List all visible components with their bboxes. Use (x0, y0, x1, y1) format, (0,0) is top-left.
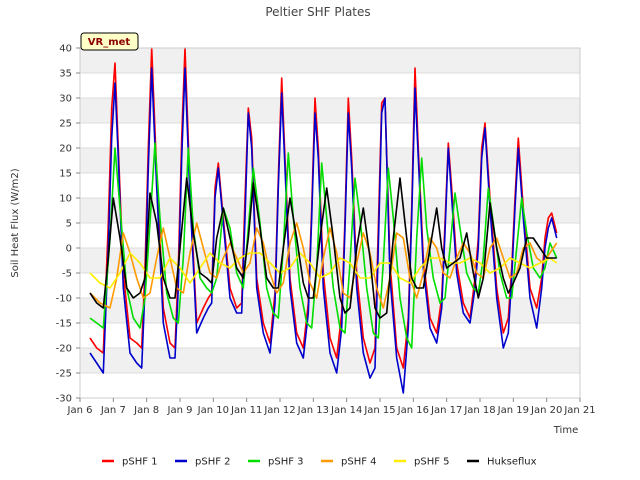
x-axis-label: Time (553, 425, 578, 436)
legend-label: pSHF 2 (195, 457, 231, 468)
y-axis-label: Soil Heat Flux (W/m2) (10, 168, 21, 277)
y-tick-label: 40 (59, 44, 72, 55)
y-tick-label: -5 (62, 269, 72, 280)
legend-item: pSHF 4 (321, 457, 377, 468)
y-tick-label: -10 (56, 294, 72, 305)
x-tick-label: Jan 18 (463, 405, 495, 416)
y-tick-label: 20 (59, 144, 72, 155)
y-tick-label: -15 (56, 319, 72, 330)
x-tick-label: Jan 13 (297, 405, 329, 416)
y-tick-label: 10 (59, 194, 72, 205)
y-tick-label: -20 (56, 344, 72, 355)
legend-label: Hukseflux (487, 457, 537, 468)
x-tick-label: Jan 15 (363, 405, 395, 416)
series-line-pshf-2 (89, 67, 558, 394)
site-label-box: VR_met (80, 32, 139, 51)
site-label: VR_met (88, 37, 131, 48)
legend-item: pSHF 1 (102, 457, 158, 468)
y-tick-label: 15 (59, 169, 72, 180)
x-axis-ticks: Jan 6 Jan 7 Jan 8 Jan 9 Jan 10 Jan 11 Jan 12 Ja… (67, 398, 596, 416)
x-tick-label: Jan 17 (430, 405, 462, 416)
y-axis-ticks: -30 -25 -20 -15 -10 -5 0 5 10 15 20 25 30 35 40 (56, 44, 80, 405)
background-band (80, 48, 580, 73)
background-band (80, 148, 580, 173)
x-tick-label: Jan 21 (563, 405, 595, 416)
legend-label: pSHF 3 (268, 457, 304, 468)
chart-title: Peltier SHF Plates (265, 5, 370, 19)
legend-label: pSHF 5 (414, 457, 450, 468)
x-tick-label: Jan 11 (230, 405, 262, 416)
x-tick-label: Jan 20 (530, 405, 562, 416)
series-layer (89, 47, 558, 394)
y-tick-label: 0 (66, 244, 72, 255)
x-tick-label: Jan 6 (67, 405, 93, 416)
legend-label: pSHF 4 (341, 457, 377, 468)
y-tick-label: -30 (56, 394, 72, 405)
x-tick-label: Jan 9 (167, 405, 193, 416)
y-tick-label: 5 (66, 219, 72, 230)
legend-item: pSHF 3 (248, 457, 304, 468)
series-line-hukseflux (89, 177, 557, 319)
legend-item: pSHF 2 (175, 457, 231, 468)
series-line-pshf-4 (89, 222, 558, 309)
legend: pSHF 1 pSHF 2 pSHF 3 pSHF 4 pSHF 5 Hukseflux (102, 457, 537, 468)
x-tick-label: Jan 8 (133, 405, 159, 416)
x-tick-label: Jan 19 (497, 405, 529, 416)
x-tick-label: Jan 12 (263, 405, 295, 416)
legend-label: pSHF 1 (122, 457, 158, 468)
series-line-pshf-3 (89, 142, 558, 349)
background-band (80, 98, 580, 123)
y-tick-label: -25 (56, 369, 72, 380)
y-tick-label: 35 (59, 69, 72, 80)
x-tick-label: Jan 16 (397, 405, 429, 416)
x-tick-label: Jan 10 (197, 405, 229, 416)
site-label-background (80, 32, 139, 51)
x-tick-label: Jan 7 (100, 405, 126, 416)
legend-item: Hukseflux (467, 457, 537, 468)
y-tick-label: 25 (59, 119, 72, 130)
y-tick-label: 30 (59, 94, 72, 105)
legend-item: pSHF 5 (394, 457, 450, 468)
series-line-pshf-5 (89, 252, 558, 289)
x-tick-label: Jan 14 (330, 405, 362, 416)
background-band (80, 298, 580, 323)
